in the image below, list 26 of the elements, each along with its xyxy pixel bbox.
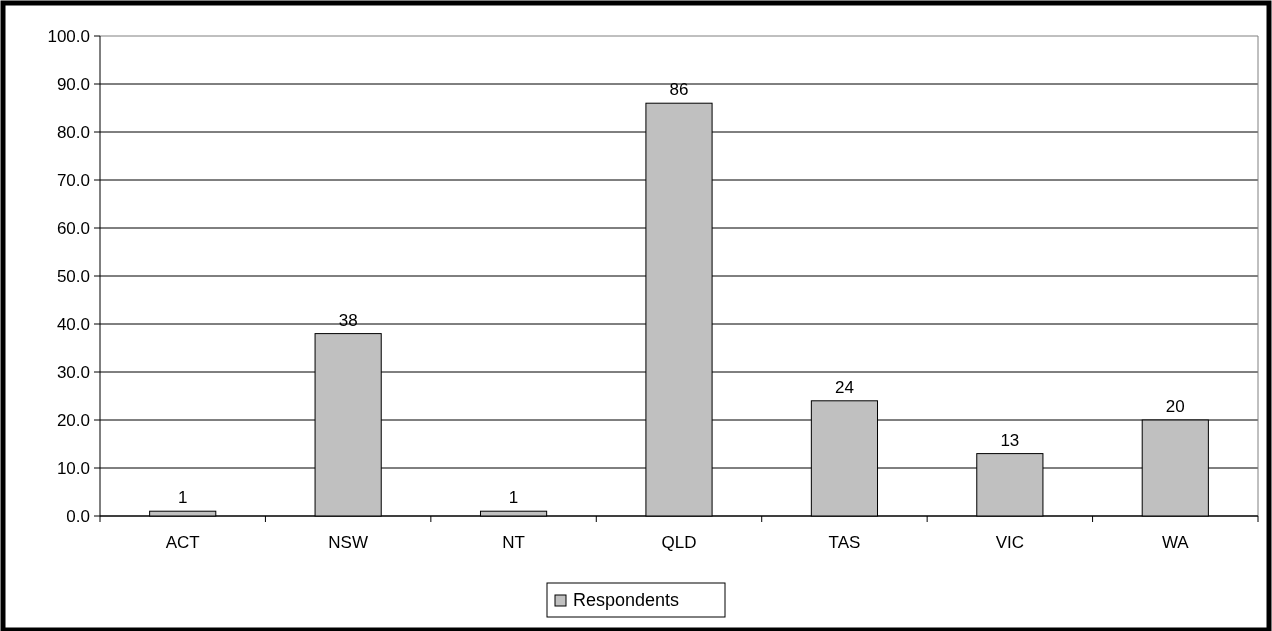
x-tick-label: TAS bbox=[828, 533, 861, 552]
data-label: 24 bbox=[834, 377, 854, 397]
data-label: 38 bbox=[338, 310, 358, 330]
y-tick-label: 10.0 bbox=[56, 458, 90, 478]
x-tick-label: QLD bbox=[661, 533, 697, 552]
y-tick-label: 20.0 bbox=[56, 410, 90, 430]
data-label: 13 bbox=[1000, 430, 1020, 450]
x-tick-label: VIC bbox=[995, 533, 1025, 552]
legend-label: Respondents bbox=[573, 590, 680, 611]
y-tick-label: 50.0 bbox=[56, 266, 90, 286]
x-tick-label: NT bbox=[502, 533, 525, 552]
data-label: 86 bbox=[669, 80, 689, 100]
y-tick-label: 40.0 bbox=[56, 314, 90, 334]
y-tick-label: 80.0 bbox=[56, 122, 90, 142]
data-label: 1 bbox=[177, 488, 188, 508]
y-tick-label: 100.0 bbox=[47, 26, 90, 46]
x-tick-label: NSW bbox=[328, 533, 368, 552]
y-tick-label: 30.0 bbox=[56, 362, 90, 382]
y-tick-label: 0.0 bbox=[66, 506, 90, 526]
data-label: 1 bbox=[508, 488, 519, 508]
y-tick-label: 60.0 bbox=[56, 218, 90, 238]
data-label: 20 bbox=[1165, 397, 1185, 416]
x-tick-label: WA bbox=[1161, 533, 1190, 552]
y-tick-label: 70.0 bbox=[56, 170, 90, 190]
y-tick-label: 90.0 bbox=[56, 74, 90, 94]
x-tick-label: ACT bbox=[165, 533, 200, 552]
